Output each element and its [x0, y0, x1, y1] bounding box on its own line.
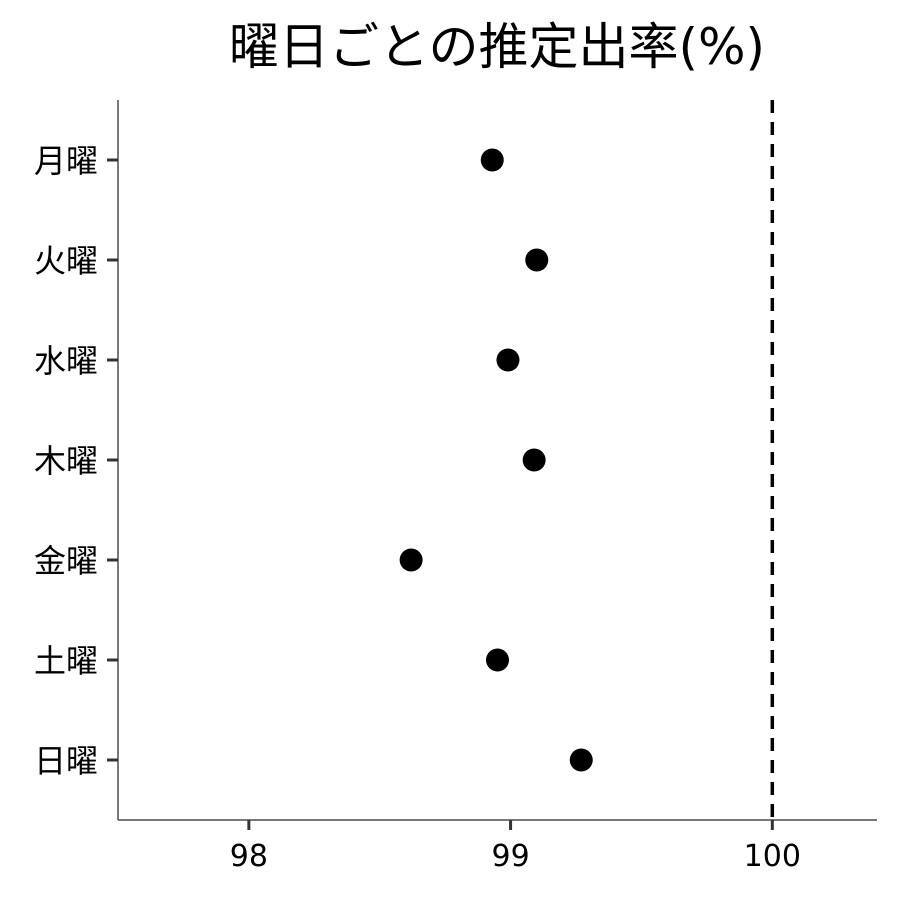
y-tick-label: 水曜 — [34, 342, 98, 380]
x-tick-label: 98 — [230, 839, 268, 874]
x-tick-label: 99 — [491, 839, 529, 874]
data-points — [399, 148, 593, 772]
data-point — [496, 348, 520, 372]
data-point — [486, 648, 509, 672]
chart-title: 曜日ごとの推定出率(%) — [229, 18, 765, 76]
y-tick-label: 木曜 — [34, 442, 98, 480]
data-point — [522, 448, 546, 472]
x-tick-label: 100 — [744, 839, 801, 874]
y-tick-label: 土曜 — [34, 642, 98, 680]
data-point — [569, 748, 593, 772]
data-point — [399, 548, 423, 572]
x-axis-ticks: 98 99 100 — [230, 820, 801, 874]
y-tick-label: 火曜 — [34, 242, 98, 280]
data-point — [480, 148, 504, 172]
y-tick-label: 日曜 — [34, 742, 98, 780]
data-point — [525, 248, 549, 272]
y-tick-label: 金曜 — [34, 542, 98, 580]
y-tick-label: 月曜 — [34, 142, 98, 180]
